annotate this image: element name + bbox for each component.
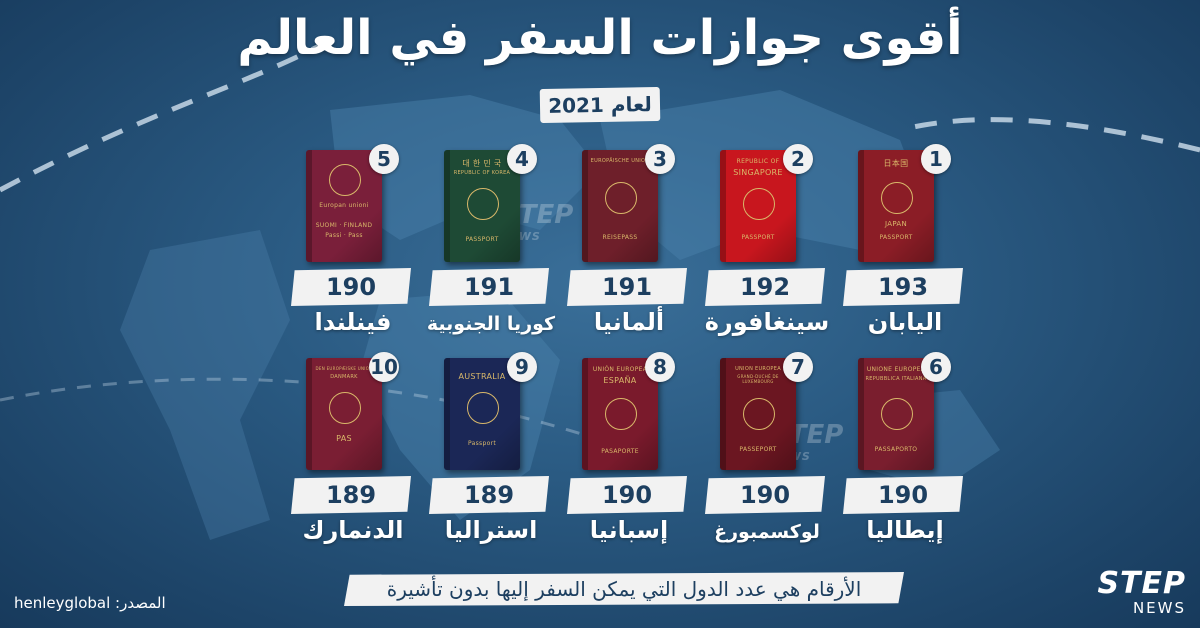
country-name: اليابان bbox=[867, 308, 943, 336]
passport-card: 대 한 민 국 REPUBLIC OF KOREA PASSPORT 4 191… bbox=[421, 144, 561, 350]
rank-badge: 10 bbox=[369, 352, 399, 382]
page-title: أقوى جوازات السفر في العالم bbox=[237, 10, 963, 66]
passport-cover-bottom: PASSEPORT bbox=[739, 446, 777, 453]
country-name: فينلندا bbox=[314, 308, 392, 336]
rank-badge: 2 bbox=[783, 144, 813, 174]
passport-card: UNIONE EUROPEA REPUBBLICA ITALIANA PASSA… bbox=[835, 352, 975, 558]
passport-emblem-icon bbox=[467, 392, 499, 424]
passport-cover-mid: GRAND-DUCHÉ DE LUXEMBOURG bbox=[737, 374, 779, 384]
passport-cover-bottom: PASAPORTE bbox=[601, 448, 639, 455]
passport-cover-top: Europan unioni bbox=[319, 202, 369, 209]
rank-badge: 1 bbox=[921, 144, 951, 174]
country-name: سينغافورة bbox=[704, 308, 830, 336]
passport-cover: UNION EUROPEA GRAND-DUCHÉ DE LUXEMBOURG … bbox=[720, 358, 796, 470]
passport-cover-top: REPUBLIC OF bbox=[736, 158, 780, 165]
passport-emblem-icon bbox=[605, 398, 637, 430]
passport-cover-mid: REPUBLIC OF KOREA bbox=[453, 170, 511, 176]
passport-cover-mid: SINGAPORE bbox=[733, 168, 783, 177]
passport-cover: 日本国 JAPAN PASSPORT bbox=[858, 150, 934, 262]
visa-free-count: 191 bbox=[567, 268, 687, 306]
passport-emblem-icon bbox=[329, 392, 361, 424]
visa-free-count: 189 bbox=[429, 476, 549, 514]
country-name: إسبانيا bbox=[589, 516, 669, 544]
passport-cover-top: UNION EUROPEA bbox=[735, 366, 781, 372]
passport-cover-mid: ESPAÑA bbox=[603, 376, 637, 385]
rank-badge: 4 bbox=[507, 144, 537, 174]
passport-cover-top: EUROPÄISCHE UNION bbox=[590, 158, 650, 164]
passport-cover-bottom: Passport bbox=[468, 440, 496, 447]
passport-emblem-icon bbox=[329, 164, 361, 196]
country-name: استراليا bbox=[444, 516, 538, 544]
passport-card: AUSTRALIA Passport 9 189 استراليا bbox=[421, 352, 561, 558]
visa-free-count: 190 bbox=[291, 268, 411, 306]
visa-free-count: 190 bbox=[705, 476, 825, 514]
passport-cover-bottom: PASSAPORTO bbox=[874, 446, 918, 453]
rank-badge: 8 bbox=[645, 352, 675, 382]
passport-cover-bottom: Passi · Pass bbox=[325, 232, 363, 239]
passport-card: DEN EUROPÆISKE UNION DANMARK PAS 10 189 … bbox=[283, 352, 423, 558]
passport-cover: REPUBLIC OF SINGAPORE PASSPORT bbox=[720, 150, 796, 262]
passport-emblem-icon bbox=[467, 188, 499, 220]
passport-cover: AUSTRALIA Passport bbox=[444, 358, 520, 470]
passport-cover: DEN EUROPÆISKE UNION DANMARK PAS bbox=[306, 358, 382, 470]
country-name: كوريا الجنوبية bbox=[426, 313, 556, 335]
year-badge: لعام 2021 bbox=[539, 86, 661, 124]
passport-cover-bottom: PAS bbox=[336, 434, 352, 443]
passport-cover-mid: JAPAN bbox=[884, 220, 908, 228]
rank-badge: 6 bbox=[921, 352, 951, 382]
passport-cover-top: AUSTRALIA bbox=[458, 372, 506, 381]
flight-path-bottom bbox=[0, 377, 601, 442]
passport-cover-mid: DANMARK bbox=[330, 374, 358, 380]
passport-card: UNIÓN EUROPEA ESPAÑA PASAPORTE 8 190 إسب… bbox=[559, 352, 699, 558]
passport-cover-top: UNIÓN EUROPEA bbox=[592, 366, 648, 373]
passport-card: 日本国 JAPAN PASSPORT 1 193 اليابان bbox=[835, 144, 975, 350]
visa-free-count: 191 bbox=[429, 268, 549, 306]
passport-cover-top: 대 한 민 국 bbox=[462, 159, 502, 168]
country-name: ألمانيا bbox=[593, 308, 665, 336]
step-news-logo: STEP NEWS bbox=[1060, 568, 1186, 618]
rank-badge: 7 bbox=[783, 352, 813, 382]
passport-card: UNION EUROPEA GRAND-DUCHÉ DE LUXEMBOURG … bbox=[697, 352, 837, 558]
passport-card: EUROPÄISCHE UNION REISEPASS 3 191 ألماني… bbox=[559, 144, 699, 350]
passport-cover: EUROPÄISCHE UNION REISEPASS bbox=[582, 150, 658, 262]
visa-free-count: 193 bbox=[843, 268, 963, 306]
rank-badge: 3 bbox=[645, 144, 675, 174]
visa-free-count: 189 bbox=[291, 476, 411, 514]
passport-cover: 대 한 민 국 REPUBLIC OF KOREA PASSPORT bbox=[444, 150, 520, 262]
passport-cover-bottom: PASSPORT bbox=[879, 234, 913, 241]
rank-badge: 5 bbox=[369, 144, 399, 174]
logo-main: STEP bbox=[1097, 566, 1186, 601]
passport-cover-bottom: PASSPORT bbox=[741, 234, 775, 241]
passport-cover-top: DEN EUROPÆISKE UNION bbox=[315, 366, 373, 371]
country-name: الدنمارك bbox=[302, 516, 404, 544]
passport-card: REPUBLIC OF SINGAPORE PASSPORT 2 192 سين… bbox=[697, 144, 837, 350]
source-credit: المصدر: henleyglobal bbox=[14, 594, 166, 612]
country-name: إيطاليا bbox=[866, 516, 944, 544]
passport-emblem-icon bbox=[743, 398, 775, 430]
passport-emblem-icon bbox=[743, 188, 775, 220]
visa-free-count: 190 bbox=[567, 476, 687, 514]
country-name: لوكسمبورغ bbox=[714, 521, 820, 543]
passport-cover-top: 日本国 bbox=[883, 159, 909, 168]
passport-emblem-icon bbox=[605, 182, 637, 214]
flight-path-right bbox=[899, 117, 1200, 153]
passport-cover-mid: REPUBBLICA ITALIANA bbox=[865, 376, 927, 382]
passport-cover-bottom: PASSPORT bbox=[465, 236, 499, 243]
passport-card: Europan unioni SUOMI · FINLAND Passi · P… bbox=[283, 144, 423, 350]
passport-cover: UNIÓN EUROPEA ESPAÑA PASAPORTE bbox=[582, 358, 658, 470]
passport-cover-top: UNIONE EUROPEA bbox=[866, 366, 926, 373]
map-landmass-americas bbox=[120, 230, 290, 540]
passport-cover: UNIONE EUROPEA REPUBBLICA ITALIANA PASSA… bbox=[858, 358, 934, 470]
passport-cover-mid: SUOMI · FINLAND bbox=[315, 222, 373, 229]
logo-sub: NEWS bbox=[1132, 599, 1186, 617]
passport-emblem-icon bbox=[881, 398, 913, 430]
rank-badge: 9 bbox=[507, 352, 537, 382]
passport-emblem-icon bbox=[881, 182, 913, 214]
visa-free-count: 192 bbox=[705, 268, 825, 306]
passport-cover: Europan unioni SUOMI · FINLAND Passi · P… bbox=[306, 150, 382, 262]
passport-cover-bottom: REISEPASS bbox=[602, 234, 638, 241]
footnote-banner: الأرقام هي عدد الدول التي يمكن السفر إلي… bbox=[344, 572, 904, 606]
visa-free-count: 190 bbox=[843, 476, 963, 514]
